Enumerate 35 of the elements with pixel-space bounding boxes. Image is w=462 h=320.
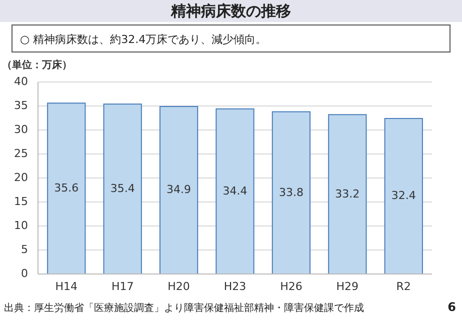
y-tick-label: 25: [14, 147, 28, 160]
data-label: 35.4: [110, 182, 135, 196]
chart-title: 精神病床数の推移: [170, 2, 291, 20]
y-tick-label: 40: [14, 75, 28, 88]
y-tick-label: 0: [21, 267, 28, 280]
x-tick-label: H26: [280, 280, 302, 293]
y-tick-label: 30: [14, 123, 28, 136]
y-tick-label: 35: [14, 99, 28, 112]
x-tick-label: H29: [336, 280, 359, 293]
y-tick-label: 10: [14, 219, 28, 232]
bar: [216, 108, 254, 274]
data-label: 34.4: [222, 184, 248, 198]
data-label: 32.4: [391, 189, 416, 202]
data-label: 34.9: [166, 183, 192, 196]
y-axis-title: （単位：万床）: [2, 59, 72, 71]
bar: [103, 104, 142, 274]
y-tick-label: 20: [14, 171, 28, 184]
data-label: 33.8: [278, 186, 304, 199]
x-tick-label: R2: [396, 280, 411, 293]
source-note: 出典：厚生労働省「医療施設調査」より障害保健福祉部精神・障害保健課で作成: [4, 302, 364, 314]
data-label: 33.2: [335, 187, 360, 200]
bar: [47, 102, 86, 274]
bar: [272, 111, 311, 274]
bar: [384, 118, 423, 274]
data-label: 35.6: [54, 182, 79, 195]
chart-subtitle: ○ 精神病床数は、約32.4万床であり、減少傾向。: [20, 33, 267, 46]
text: 6: [448, 300, 456, 314]
y-tick-label: 5: [21, 243, 28, 256]
y-tick-label: 15: [14, 195, 28, 208]
bar: [159, 106, 198, 274]
x-tick-label: H23: [224, 280, 246, 293]
x-tick-label: H20: [168, 280, 190, 293]
x-tick-label: H14: [55, 280, 78, 293]
bar: [328, 114, 367, 274]
x-tick-label: H17: [111, 280, 134, 293]
